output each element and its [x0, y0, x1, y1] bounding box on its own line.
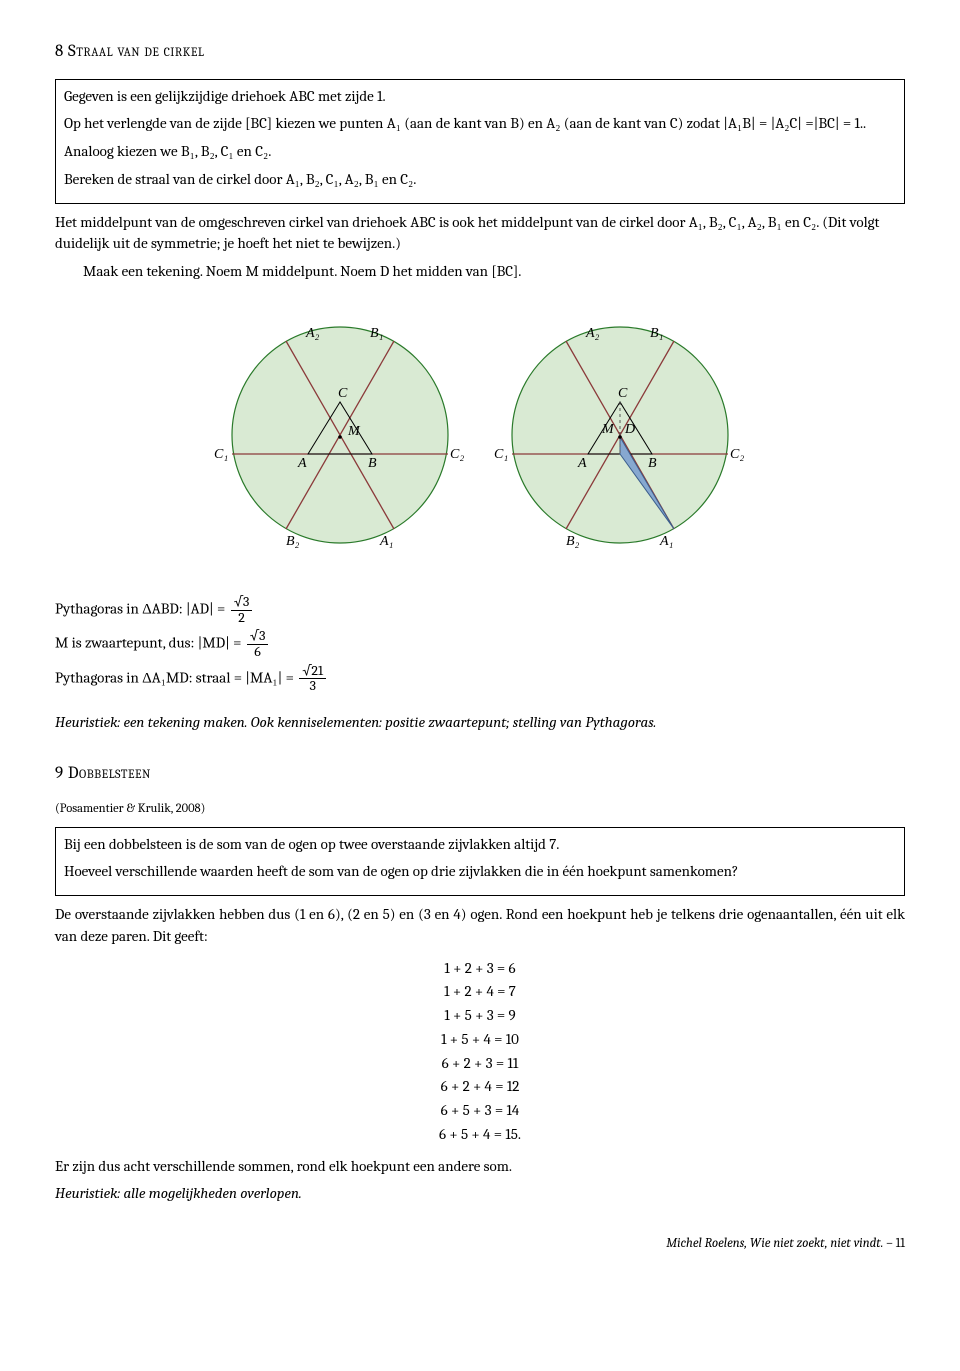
- lbl-Dr: D: [624, 422, 635, 437]
- footer-title: Wie niet zoekt, niet vindt.: [750, 1236, 883, 1251]
- lbl-A1r: A₁: [659, 534, 673, 549]
- section8-heading: 8 Straal van de cirkel: [55, 40, 905, 65]
- lbl-A2l: A₂: [305, 326, 320, 341]
- eq-pyth1-frac: √3 2: [231, 595, 253, 625]
- lbl-B2r: B₂: [566, 534, 580, 549]
- eq9-block: 1 + 2 + 3 = 6 1 + 2 + 4 = 7 1 + 5 + 3 = …: [55, 958, 905, 1146]
- page-footer: Michel Roelens, Wie niet zoekt, niet vin…: [55, 1235, 905, 1254]
- p8-4: Bereken de straal van de cirkel door A₁,…: [64, 169, 896, 191]
- p8-5: Het middelpunt van de omgeschreven cirke…: [55, 212, 905, 256]
- lbl-Ar: A: [577, 456, 587, 471]
- lbl-C2l: C₂: [450, 447, 464, 462]
- diagram-left: A₂ B₁ C M A B C₁ C₂ B₂ A₁: [210, 305, 470, 565]
- lbl-Cr: C: [618, 386, 628, 401]
- eq-mz-den: 6: [247, 645, 269, 660]
- lbl-Bl: B: [368, 456, 377, 471]
- eq9-2: 1 + 5 + 3 = 9: [55, 1005, 905, 1027]
- eq9-7: 6 + 5 + 4 = 15.: [55, 1124, 905, 1146]
- eq-mz-label: M is zwaartepunt, dus: |MD| =: [55, 634, 245, 652]
- lbl-B2l: B₂: [286, 534, 300, 549]
- eq-pyth1-den: 2: [231, 611, 253, 626]
- section8-title: Straal van de cirkel: [68, 42, 204, 61]
- lbl-Mr: M: [601, 422, 615, 437]
- lbl-C1l: C₁: [214, 447, 228, 462]
- section9-ref: (Posamentier & Krulik, 2008): [55, 800, 905, 818]
- eq-pyth2-den: 3: [299, 679, 326, 694]
- lbl-Al: A: [297, 456, 307, 471]
- eq-pyth2-frac: √21 3: [299, 664, 326, 694]
- lbl-A2r: A₂: [585, 326, 600, 341]
- eq-mz: M is zwaartepunt, dus: |MD| = √3 6: [55, 629, 905, 659]
- lbl-B1l: B₁: [370, 326, 383, 341]
- p9-1: Bij een dobbelsteen is de som van de oge…: [64, 834, 896, 856]
- eq9-1: 1 + 2 + 4 = 7: [55, 981, 905, 1003]
- eq9-6: 6 + 5 + 3 = 14: [55, 1100, 905, 1122]
- p8-1: Gegeven is een gelijkzijdige driehoek AB…: [64, 86, 896, 108]
- footer-page: 11: [896, 1236, 905, 1251]
- footer-author: Michel Roelens,: [666, 1236, 750, 1251]
- eq-mz-frac: √3 6: [247, 629, 269, 659]
- section9-number: 9: [55, 764, 64, 783]
- lbl-B1r: B₁: [650, 326, 663, 341]
- problem9-box: Bij een dobbelsteen is de som van de oge…: [55, 827, 905, 897]
- lbl-Br: B: [648, 456, 657, 471]
- eq9-0: 1 + 2 + 3 = 6: [55, 958, 905, 980]
- lbl-C2r: C₂: [730, 447, 744, 462]
- p8-6: Maak een tekening. Noem M middelpunt. No…: [83, 261, 905, 283]
- p8-2: Op het verlengde van de zijde [BC] kieze…: [64, 113, 896, 135]
- lbl-C1r: C₁: [494, 447, 508, 462]
- eq9-3: 1 + 5 + 4 = 10: [55, 1029, 905, 1051]
- heur9: Heuristiek: alle mogelijkheden overlopen…: [55, 1183, 905, 1205]
- p9-3: De overstaande zijvlakken hebben dus (1 …: [55, 904, 905, 948]
- lbl-Ml: M: [347, 424, 361, 439]
- lbl-A1l: A₁: [379, 534, 393, 549]
- section9-heading: 9 Dobbelsteen: [55, 762, 905, 787]
- footer-sep: –: [886, 1236, 895, 1251]
- heur8: Heuristiek: een tekening maken. Ook kenn…: [55, 712, 905, 734]
- section9-title: Dobbelsteen: [68, 764, 151, 783]
- lbl-Cl: C: [338, 386, 348, 401]
- p9-4: Er zijn dus acht verschillende sommen, r…: [55, 1156, 905, 1178]
- p9-2: Hoeveel verschillende waarden heeft de s…: [64, 861, 896, 883]
- diagram-right: A₂ B₁ C M D A B C₁ C₂ B₂ A₁: [490, 305, 750, 565]
- p8-3: Analoog kiezen we B₁, B₂, C₁ en C₂.: [64, 141, 896, 163]
- eq-pyth2-label: Pythagoras in ΔA₁MD: straal = |MA₁| =: [55, 668, 297, 686]
- section8-number: 8: [55, 42, 64, 61]
- problem8-box: Gegeven is een gelijkzijdige driehoek AB…: [55, 79, 905, 204]
- eq-pyth1-label: Pythagoras in ΔABD: |AD| =: [55, 600, 229, 618]
- eq-pyth1: Pythagoras in ΔABD: |AD| = √3 2: [55, 595, 905, 625]
- eq9-5: 6 + 2 + 4 = 12: [55, 1076, 905, 1098]
- eq9-4: 6 + 2 + 3 = 11: [55, 1053, 905, 1075]
- diagrams-row: A₂ B₁ C M A B C₁ C₂ B₂ A₁ A₂ B₁ C M D A: [55, 305, 905, 565]
- eq-pyth2: Pythagoras in ΔA₁MD: straal = |MA₁| = √2…: [55, 664, 905, 694]
